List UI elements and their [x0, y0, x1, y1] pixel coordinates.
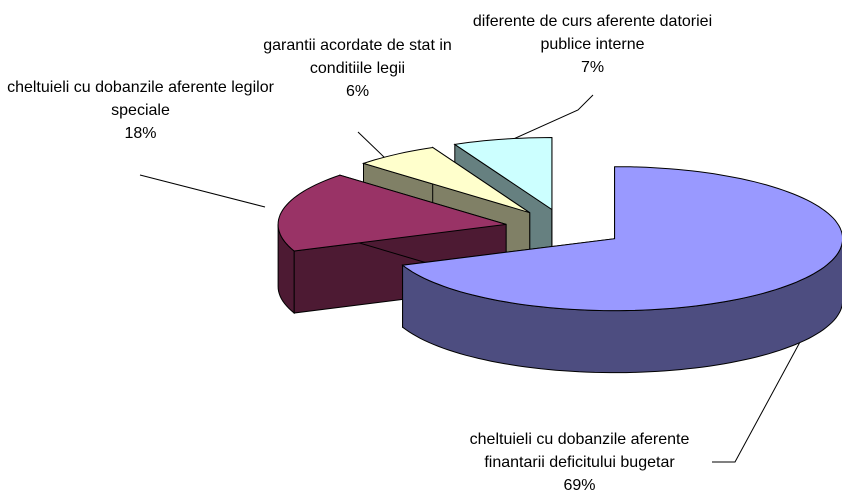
slice-label: cheltuieli cu dobanzile aferente finanta… — [442, 428, 717, 496]
slices — [277, 136, 842, 374]
slice — [401, 166, 842, 312]
slice — [453, 136, 553, 211]
leader-line — [357, 131, 386, 159]
leader-line — [139, 174, 266, 208]
leader-lines — [139, 94, 801, 463]
category-name: garantii acordate de stat in conditiile … — [263, 37, 452, 77]
slice — [361, 146, 530, 214]
leader-line — [499, 94, 594, 146]
value-label: 7% — [580, 59, 605, 76]
value-label: 69% — [563, 477, 596, 494]
category-name: cheltuieli cu dobanzile aferente finanta… — [469, 431, 690, 471]
slice-label: cheltuieli cu dobanzile aferente legilor… — [3, 76, 278, 145]
slice — [277, 174, 507, 252]
leader-line — [712, 341, 801, 463]
category-name: cheltuieli cu dobanzile aferente legilor… — [7, 79, 274, 119]
slice-label: diferente de curs aferente datoriei publ… — [470, 10, 715, 79]
value-label: 18% — [124, 125, 157, 142]
value-label: 6% — [345, 83, 370, 100]
slice-label: garantii acordate de stat in conditiile … — [240, 34, 475, 103]
category-name: diferente de curs aferente datoriei publ… — [472, 13, 713, 53]
